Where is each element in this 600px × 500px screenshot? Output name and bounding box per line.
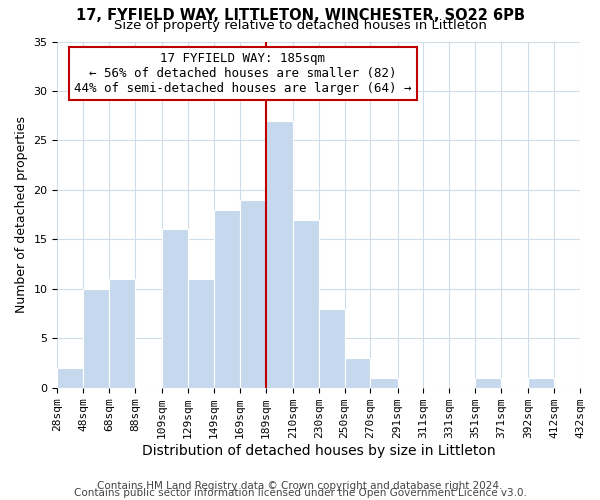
Bar — [293, 220, 319, 388]
Bar — [266, 120, 293, 388]
Text: Size of property relative to detached houses in Littleton: Size of property relative to detached ho… — [113, 19, 487, 32]
Bar — [58, 368, 83, 388]
Bar — [188, 279, 214, 388]
Bar — [240, 200, 266, 388]
Text: 17, FYFIELD WAY, LITTLETON, WINCHESTER, SO22 6PB: 17, FYFIELD WAY, LITTLETON, WINCHESTER, … — [76, 8, 524, 22]
Bar — [83, 289, 109, 388]
Bar — [319, 308, 344, 388]
Text: Contains public sector information licensed under the Open Government Licence v3: Contains public sector information licen… — [74, 488, 526, 498]
X-axis label: Distribution of detached houses by size in Littleton: Distribution of detached houses by size … — [142, 444, 496, 458]
Y-axis label: Number of detached properties: Number of detached properties — [15, 116, 28, 313]
Bar — [475, 378, 501, 388]
Bar — [370, 378, 398, 388]
Bar — [162, 230, 188, 388]
Bar — [580, 378, 600, 388]
Text: 17 FYFIELD WAY: 185sqm
← 56% of detached houses are smaller (82)
44% of semi-det: 17 FYFIELD WAY: 185sqm ← 56% of detached… — [74, 52, 412, 95]
Bar — [214, 210, 240, 388]
Text: Contains HM Land Registry data © Crown copyright and database right 2024.: Contains HM Land Registry data © Crown c… — [97, 481, 503, 491]
Bar — [109, 279, 135, 388]
Bar — [344, 358, 370, 388]
Bar — [528, 378, 554, 388]
